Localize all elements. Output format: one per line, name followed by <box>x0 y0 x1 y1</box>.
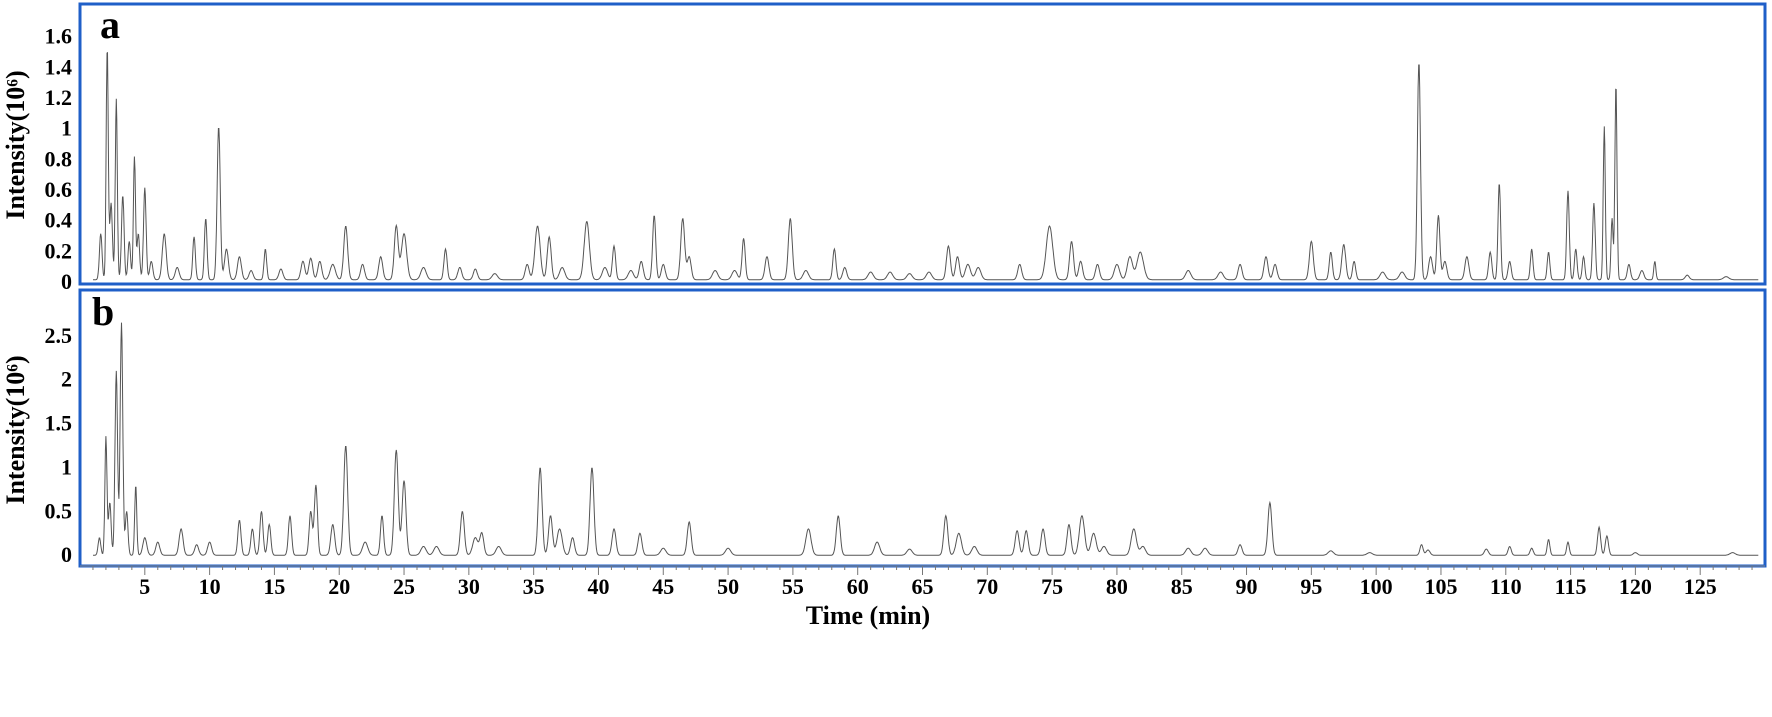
x-tick-label: 65 <box>912 574 934 599</box>
panel-b-y-tick-label: 2.5 <box>45 323 73 348</box>
x-tick-label: 35 <box>523 574 545 599</box>
panel-b-y-tick-label: 1.5 <box>45 411 73 436</box>
panel-a-label: a <box>100 2 120 47</box>
x-tick-label: 125 <box>1684 574 1717 599</box>
panel-b-label: b <box>92 289 114 334</box>
panel-b-y-axis-title: Intensity(10⁶) <box>1 355 30 504</box>
x-tick-label: 50 <box>717 574 739 599</box>
x-tick-label: 75 <box>1041 574 1063 599</box>
x-tick-label: 5 <box>139 574 150 599</box>
panel-b-trace <box>93 322 1759 556</box>
x-tick-label: 85 <box>1171 574 1193 599</box>
x-tick-label: 60 <box>847 574 869 599</box>
x-tick-label: 105 <box>1424 574 1457 599</box>
panel-b-y-tick-label: 0.5 <box>45 498 73 523</box>
x-tick-label: 40 <box>587 574 609 599</box>
panel-a-y-tick-label: 1.6 <box>45 24 73 49</box>
x-tick-label: 45 <box>652 574 674 599</box>
panel-a-y-tick-labels: 0 0.2 0.4 0.6 0.8 1 1.2 1.4 1.6 <box>45 24 73 294</box>
x-tick-label: 80 <box>1106 574 1128 599</box>
panel-a-y-tick-label: 1 <box>61 116 72 141</box>
panel-a-y-axis-title: Intensity(10⁶) <box>1 70 30 219</box>
x-tick-label: 70 <box>976 574 998 599</box>
x-axis-minor-ticks <box>92 566 1753 575</box>
x-tick-label: 15 <box>263 574 285 599</box>
panel-a-y-tick-label: 0 <box>61 269 72 294</box>
panel-b-y-tick-label: 1 <box>61 454 72 479</box>
panel-a-y-tick-label: 1.4 <box>45 54 73 79</box>
panel-b-y-tick-label: 2 <box>61 367 72 392</box>
x-tick-label: 20 <box>328 574 350 599</box>
x-tick-label: 95 <box>1300 574 1322 599</box>
panel-a-y-tick-label: 0.8 <box>45 146 73 171</box>
x-tick-label: 30 <box>458 574 480 599</box>
panel-a-trace <box>93 52 1759 281</box>
panel-a-y-tick-label: 0.6 <box>45 177 73 202</box>
panel-a-y-tick-label: 0.4 <box>45 208 73 233</box>
panel-a-frame <box>78 2 1767 286</box>
panel-a-y-tick-label: 1.2 <box>45 85 73 110</box>
panel-b: b Intensity(10⁶) 0 0.5 1 1.5 2 2.5 <box>1 288 1767 568</box>
x-axis-tick-labels: 5 10 15 20 25 30 35 40 45 50 55 60 65 70 75 80 85 90 95 100… <box>139 574 1716 599</box>
x-tick-label: 10 <box>199 574 221 599</box>
panel-b-y-tick-label: 0 <box>61 542 72 567</box>
x-tick-label: 25 <box>393 574 415 599</box>
x-tick-label: 100 <box>1360 574 1393 599</box>
panel-b-y-tick-labels: 0 0.5 1 1.5 2 2.5 <box>45 323 73 567</box>
x-tick-label: 55 <box>782 574 804 599</box>
x-tick-label: 120 <box>1619 574 1652 599</box>
panel-a-y-tick-label: 0.2 <box>45 238 73 263</box>
x-tick-label: 115 <box>1555 574 1587 599</box>
x-tick-label: 90 <box>1236 574 1258 599</box>
x-axis-title: Time (min) <box>806 601 930 630</box>
x-tick-label: 110 <box>1490 574 1522 599</box>
panel-a: a Intensity(10⁶) 0 0.2 0.4 0.6 0.8 1 1.2 1.4 1.6 <box>1 2 1767 294</box>
